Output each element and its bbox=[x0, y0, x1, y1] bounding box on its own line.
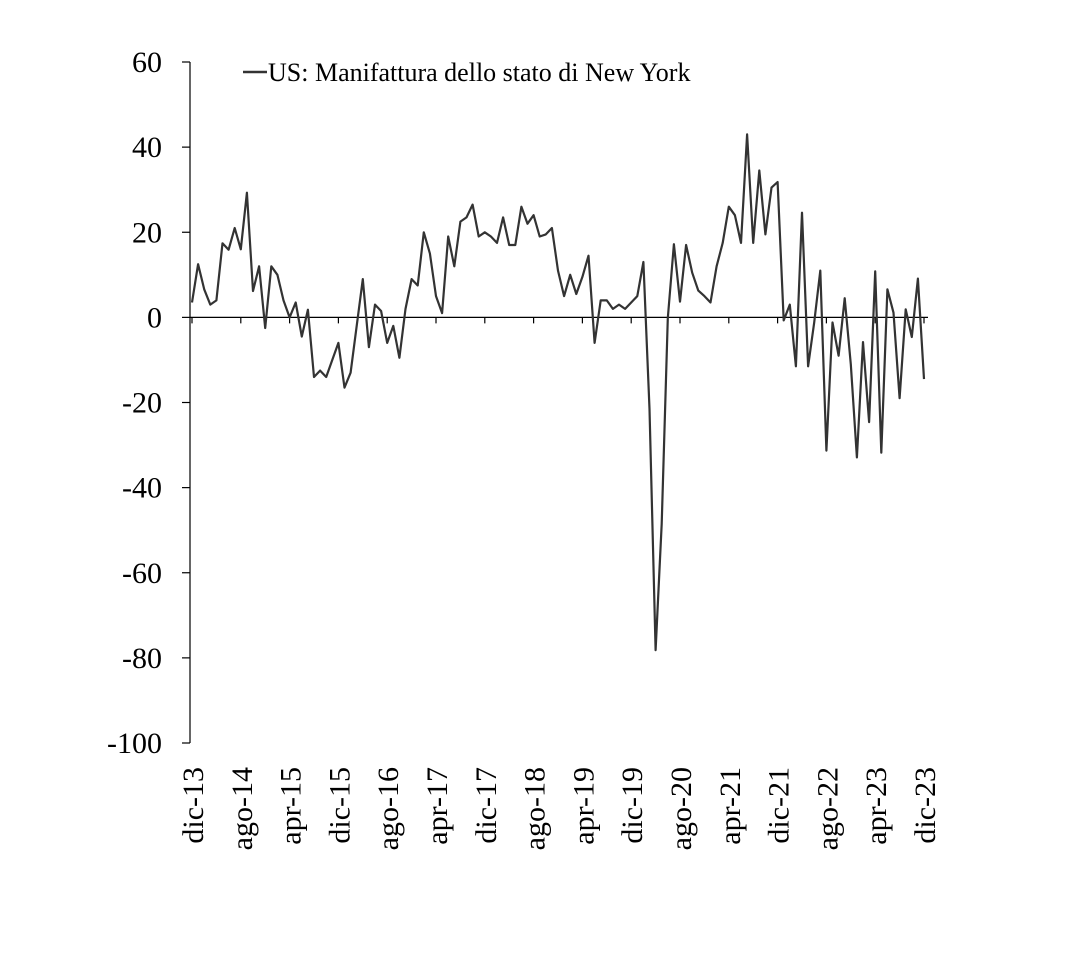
x-tick-label: ago-16 bbox=[372, 767, 405, 850]
x-tick-label: apr-17 bbox=[421, 767, 454, 845]
x-tick-label: apr-23 bbox=[860, 767, 893, 845]
x-tick-label: dic-21 bbox=[763, 767, 796, 844]
x-tick-label: apr-15 bbox=[275, 767, 308, 845]
series-layer bbox=[190, 133, 926, 652]
y-tick-label: 20 bbox=[132, 216, 162, 249]
x-axis-ticks: dic-13 ago-14 apr-15 dic-15 ago-16 apr-17 dic-… bbox=[177, 317, 942, 850]
y-tick-label: -80 bbox=[122, 642, 162, 675]
y-tick-label: -60 bbox=[122, 557, 162, 590]
x-tick-label: dic-17 bbox=[470, 767, 503, 844]
legend-label: US: Manifattura dello stato di New York bbox=[268, 58, 690, 87]
series-line-0 bbox=[190, 133, 926, 652]
y-tick-label: -40 bbox=[122, 472, 162, 505]
y-tick-label: 60 bbox=[132, 46, 162, 79]
x-tick-label: dic-15 bbox=[323, 767, 356, 844]
y-axis-ticks: 60 40 20 0 -20 -40 -60 -80 -100 bbox=[107, 46, 190, 760]
y-tick-label: -20 bbox=[122, 387, 162, 420]
x-tick-label: apr-21 bbox=[714, 767, 747, 845]
y-tick-label: 0 bbox=[147, 301, 162, 334]
x-tick-label: dic-19 bbox=[616, 767, 649, 844]
y-tick-label: -100 bbox=[107, 727, 162, 760]
x-tick-label: ago-14 bbox=[226, 767, 259, 850]
x-tick-label: ago-18 bbox=[519, 767, 552, 850]
y-tick-label: 40 bbox=[132, 131, 162, 164]
x-tick-label: apr-19 bbox=[567, 767, 600, 845]
x-tick-label: ago-22 bbox=[811, 767, 844, 850]
axes bbox=[189, 62, 928, 743]
legend: US: Manifattura dello stato di New York bbox=[243, 58, 690, 87]
x-tick-label: ago-20 bbox=[665, 767, 698, 850]
x-tick-label: dic-23 bbox=[909, 767, 942, 844]
x-tick-label: dic-13 bbox=[177, 767, 210, 844]
